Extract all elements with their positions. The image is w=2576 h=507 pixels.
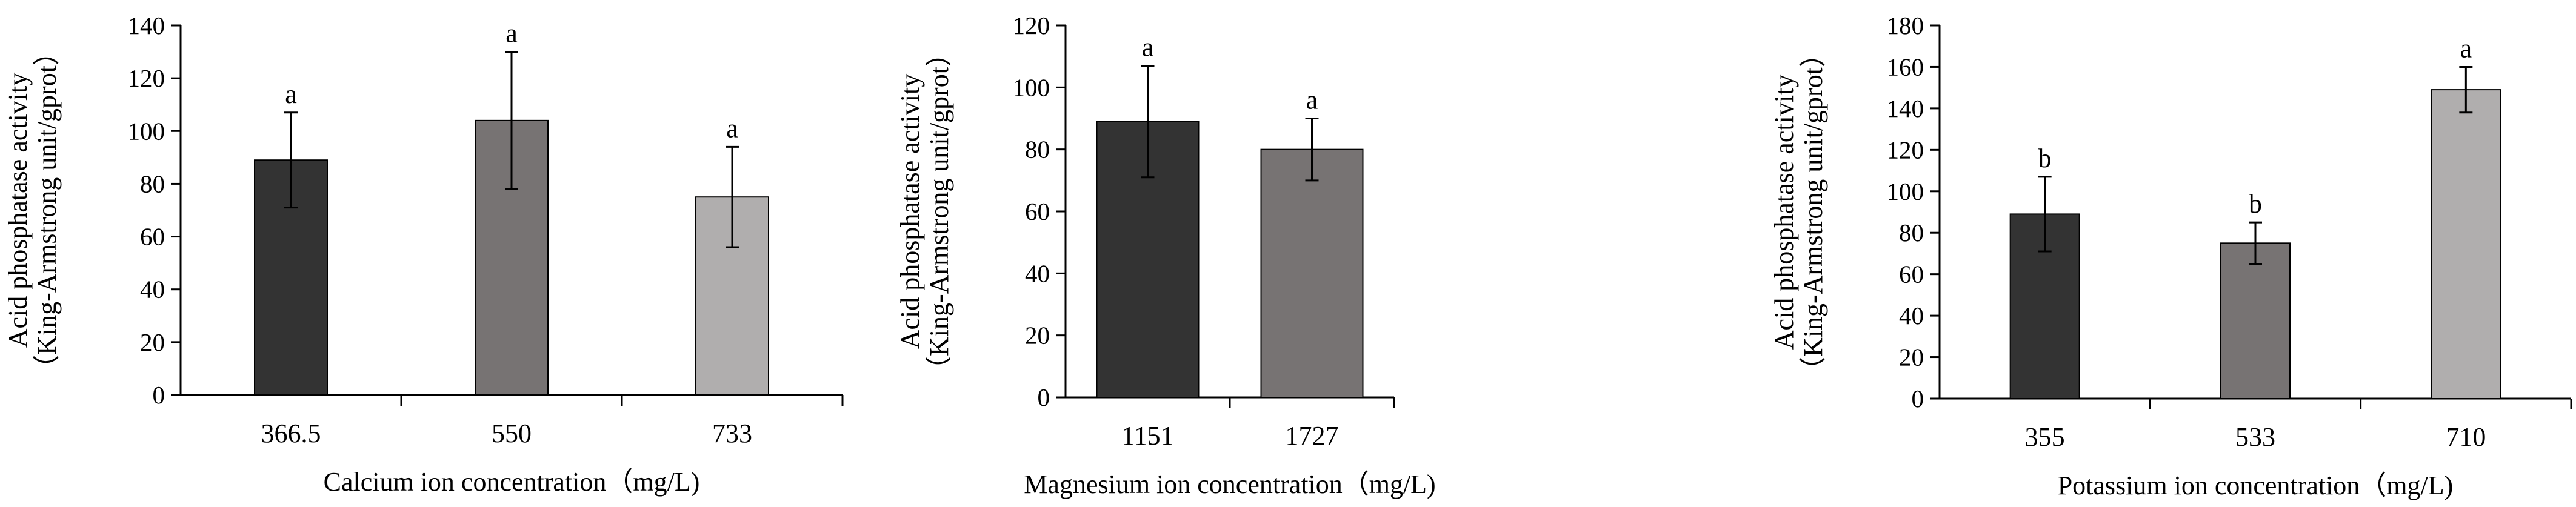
y-axis-title-line-1: Acid phosphatase activity — [895, 74, 925, 350]
bar-1727 — [1260, 148, 1364, 399]
y-tick-label: 20 — [1899, 343, 1924, 371]
significance-label: a — [285, 79, 297, 109]
chart-panel-3: 0 20 40 60 80 100 120 140 160 180 b 355 b 533 a 710 Pota… — [1769, 12, 2572, 500]
y-tick-label: 60 — [140, 223, 165, 251]
x-tick-label: 355 — [2025, 422, 2065, 452]
significance-label: a — [2460, 33, 2472, 63]
y-tick-label: 80 — [1025, 136, 1050, 164]
y-tick-label: 60 — [1899, 260, 1924, 288]
bar-710 — [2431, 89, 2501, 399]
y-tick-label: 20 — [1025, 322, 1050, 350]
significance-label: a — [1142, 33, 1154, 62]
y-tick-label: 100 — [1013, 73, 1050, 101]
x-axis-title: Magnesium ion concentration（mg/L) — [1024, 469, 1435, 499]
x-tick-label: 733 — [712, 419, 752, 448]
y-tick-label: 80 — [140, 170, 165, 197]
x-tick-label: 1151 — [1121, 421, 1173, 451]
x-tick-label: 550 — [492, 419, 532, 448]
significance-label: a — [506, 19, 518, 48]
y-axis-title-line-2: （King-Armstrong unit/gprot） — [32, 39, 62, 382]
y-tick-label: 80 — [1899, 219, 1924, 247]
y-tick-label: 160 — [1887, 53, 1924, 81]
y-tick-label: 140 — [128, 12, 165, 39]
y-tick-label: 120 — [1887, 136, 1924, 164]
x-axis-title: Potassium ion concentration（mg/L) — [2058, 471, 2454, 500]
y-axis-title-line-1: Acid phosphatase activity — [1769, 75, 1799, 350]
y-tick-label: 120 — [1013, 12, 1050, 39]
x-tick-label: 366.5 — [261, 419, 321, 448]
y-axis-title-line-1: Acid phosphatase activity — [3, 73, 33, 348]
y-axis-title-line-2: （King-Armstrong unit/gprot） — [924, 40, 954, 383]
y-tick-label: 0 — [1912, 385, 1924, 413]
y-axis-title-line-2: （King-Armstrong unit/gprot） — [1798, 41, 1828, 383]
x-tick-label: 1727 — [1286, 421, 1339, 451]
y-tick-label: 20 — [140, 328, 165, 356]
x-tick-label: 533 — [2235, 422, 2275, 452]
y-tick-label: 0 — [1038, 383, 1050, 411]
significance-label: b — [2038, 144, 2052, 173]
y-tick-label: 100 — [128, 117, 165, 145]
chart-panel-1: 0 20 40 60 80 100 120 140 a 366.5 a 550 a 733 Calcium … — [3, 12, 844, 497]
significance-label: a — [1306, 85, 1318, 115]
y-tick-label: 100 — [1887, 177, 1924, 205]
significance-label: a — [726, 113, 738, 143]
x-tick-label: 710 — [2446, 422, 2486, 452]
x-axis-title: Calcium ion concentration（mg/L) — [324, 467, 700, 497]
y-tick-label: 40 — [1899, 302, 1924, 330]
y-tick-label: 40 — [1025, 259, 1050, 287]
significance-label: b — [2249, 189, 2262, 219]
y-tick-label: 40 — [140, 276, 165, 303]
y-tick-label: 140 — [1887, 94, 1924, 122]
y-tick-label: 0 — [153, 381, 165, 409]
chart-panel-2: 0 20 40 60 80 100 120 a 1151 a 1727 Magnesium ion c… — [895, 12, 1436, 499]
y-tick-label: 60 — [1025, 197, 1050, 225]
bar-533 — [2220, 242, 2291, 399]
y-tick-label: 120 — [128, 64, 165, 92]
y-tick-label: 180 — [1887, 12, 1924, 39]
